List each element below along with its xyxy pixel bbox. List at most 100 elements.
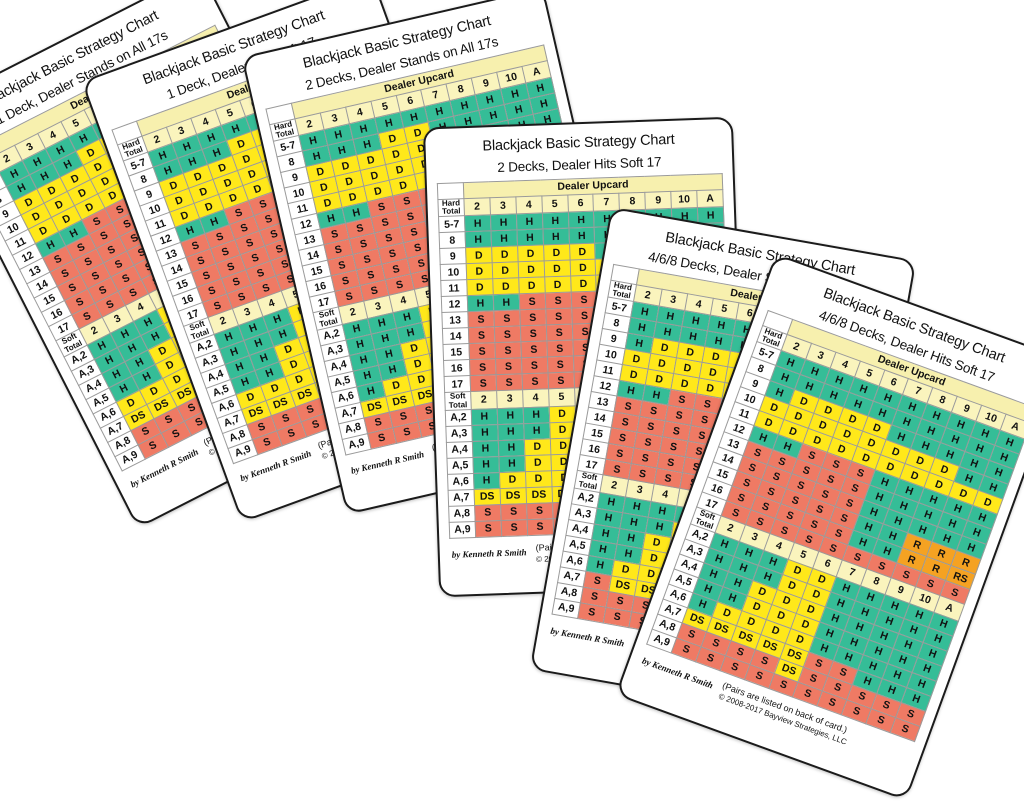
- hard-row-label-16: 16: [443, 359, 470, 377]
- soft-row-label-A,4: A,4: [446, 441, 473, 459]
- hard-row-label-14: 14: [442, 327, 469, 345]
- column-header-5: 5: [541, 195, 568, 214]
- action-cell-S: S: [469, 374, 497, 392]
- action-cell-D: D: [524, 454, 552, 472]
- action-cell-D: D: [465, 247, 492, 264]
- action-cell-D: D: [517, 245, 544, 263]
- action-cell-H: H: [498, 455, 526, 473]
- soft-row-label-A,2: A,2: [445, 409, 472, 427]
- action-cell-S: S: [520, 341, 548, 359]
- action-cell-D: D: [517, 261, 545, 279]
- action-cell-D: D: [466, 263, 493, 280]
- action-cell-S: S: [547, 356, 574, 374]
- hard-row-label-5-7: 5-7: [438, 216, 465, 233]
- action-cell-D: D: [466, 279, 494, 296]
- action-cell-H: H: [497, 423, 525, 441]
- action-cell-S: S: [521, 373, 549, 391]
- column-header-8: 8: [619, 192, 646, 211]
- action-cell-H: H: [473, 472, 500, 490]
- hard-row-label-13: 13: [441, 311, 469, 329]
- soft-row-label-A,5: A,5: [446, 457, 474, 475]
- action-cell-H: H: [516, 213, 543, 231]
- action-cell-H: H: [522, 406, 550, 424]
- action-cell-S: S: [468, 327, 495, 344]
- action-cell-H: H: [697, 206, 724, 224]
- action-cell-H: H: [497, 407, 524, 425]
- action-cell-S: S: [520, 325, 547, 343]
- action-cell-S: S: [518, 293, 546, 311]
- action-cell-S: S: [475, 520, 502, 538]
- column-header-10: 10: [670, 190, 698, 209]
- action-cell-H: H: [516, 229, 544, 247]
- action-cell-D: D: [491, 246, 518, 264]
- action-cell-D: D: [548, 405, 576, 423]
- action-cell-S: S: [526, 518, 554, 536]
- action-cell-H: H: [490, 230, 518, 248]
- byline: by Kenneth R Smith: [549, 625, 626, 649]
- hard-row-label-15: 15: [442, 343, 470, 361]
- soft-row-label-A,3: A,3: [445, 425, 473, 443]
- column-header-7: 7: [593, 193, 620, 212]
- action-cell-S: S: [469, 359, 496, 376]
- action-cell-S: S: [493, 310, 521, 328]
- action-cell-D: D: [499, 471, 526, 489]
- action-cell-D: D: [524, 438, 551, 456]
- action-cell-S: S: [468, 343, 496, 360]
- column-header-3: 3: [496, 390, 523, 409]
- action-cell-D: D: [569, 243, 596, 261]
- action-cell-H: H: [493, 294, 520, 312]
- action-cell-S: S: [519, 309, 546, 327]
- action-cell-D: D: [569, 259, 597, 277]
- action-cell-S: S: [603, 606, 632, 628]
- action-cell-H: H: [464, 215, 491, 232]
- action-cell-S: S: [526, 502, 553, 520]
- soft-row-label-A,9: A,9: [552, 597, 581, 619]
- action-cell-D: D: [543, 260, 571, 278]
- action-cell-H: H: [472, 456, 500, 474]
- action-cell-S: S: [500, 519, 528, 537]
- column-header-2: 2: [470, 390, 498, 410]
- action-cell-H: H: [471, 424, 499, 442]
- action-cell-S: S: [545, 308, 572, 326]
- action-cell-S: S: [544, 292, 572, 310]
- column-header-5: 5: [548, 388, 575, 407]
- banner-corner: [437, 182, 464, 200]
- action-cell-S: S: [521, 357, 548, 375]
- action-cell-H: H: [471, 408, 498, 426]
- hard-total-label: Hard Total: [437, 198, 465, 217]
- action-cell-D: D: [518, 277, 545, 295]
- action-cell-S: S: [577, 602, 606, 623]
- soft-row-label-A,7: A,7: [448, 489, 475, 507]
- column-header-6: 6: [567, 194, 594, 213]
- action-cell-H: H: [498, 439, 525, 457]
- action-cell-H: H: [542, 228, 570, 246]
- action-cell-S: S: [495, 358, 522, 375]
- hard-row-label-8: 8: [439, 231, 466, 249]
- action-cell-S: S: [467, 311, 495, 328]
- action-cell-D: D: [544, 276, 571, 294]
- soft-total-label: Soft Total: [444, 392, 472, 411]
- hard-row-label-11: 11: [440, 279, 468, 297]
- action-cell-H: H: [490, 214, 517, 232]
- action-cell-H: H: [523, 422, 550, 440]
- column-header-A: A: [696, 189, 724, 208]
- byline: by Kenneth R Smith: [451, 546, 527, 560]
- hard-row-label-9: 9: [439, 247, 467, 265]
- column-header-4: 4: [522, 389, 549, 408]
- soft-row-label-A,6: A,6: [447, 473, 474, 491]
- action-cell-DS: DS: [473, 488, 501, 506]
- action-cell-S: S: [474, 504, 501, 522]
- action-cell-S: S: [495, 374, 523, 391]
- hard-row-label-12: 12: [441, 295, 468, 313]
- action-cell-DS: DS: [499, 487, 527, 505]
- action-cell-H: H: [542, 212, 569, 230]
- column-header-2: 2: [463, 197, 491, 217]
- action-cell-D: D: [570, 275, 597, 293]
- action-cell-S: S: [545, 324, 573, 342]
- action-cell-S: S: [494, 342, 522, 360]
- soft-row-label-A,8: A,8: [448, 505, 476, 523]
- action-cell-H: H: [464, 231, 492, 248]
- action-cell-DS: DS: [525, 486, 553, 504]
- action-cell-H: H: [467, 295, 494, 312]
